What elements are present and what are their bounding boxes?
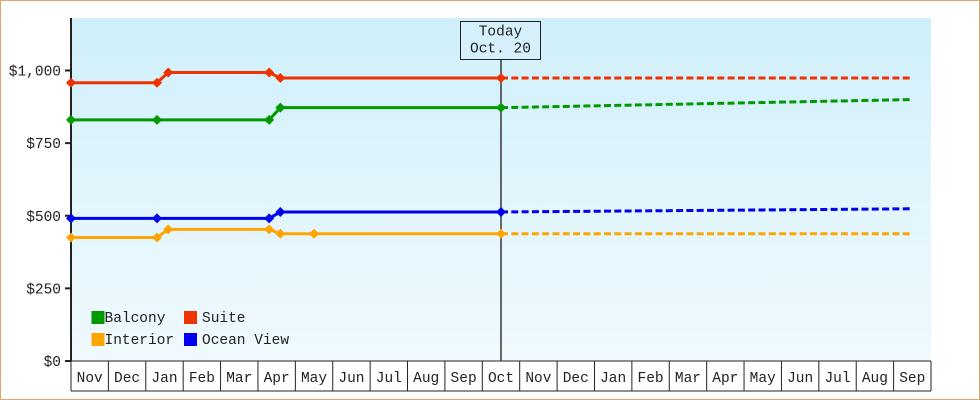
svg-text:Sep: Sep (451, 371, 477, 387)
svg-text:$250: $250 (26, 282, 61, 298)
svg-text:Feb: Feb (189, 371, 215, 387)
svg-text:Jan: Jan (151, 371, 177, 387)
svg-text:Ocean View: Ocean View (202, 333, 289, 349)
svg-text:Jun: Jun (338, 371, 364, 387)
svg-text:May: May (750, 371, 776, 387)
svg-text:Aug: Aug (413, 371, 439, 387)
svg-text:$500: $500 (26, 210, 61, 226)
svg-text:Dec: Dec (563, 371, 589, 387)
svg-text:Oct. 20: Oct. 20 (470, 42, 531, 58)
svg-text:Balcony: Balcony (105, 311, 166, 327)
svg-text:Mar: Mar (226, 371, 252, 387)
svg-text:$1,000: $1,000 (9, 65, 61, 81)
svg-text:Apr: Apr (264, 371, 290, 387)
svg-text:Jan: Jan (600, 371, 626, 387)
svg-text:$0: $0 (44, 355, 61, 371)
svg-text:Nov: Nov (77, 371, 103, 387)
svg-text:Nov: Nov (525, 371, 551, 387)
svg-text:Jun: Jun (787, 371, 813, 387)
svg-text:Interior: Interior (105, 333, 175, 349)
svg-text:Feb: Feb (638, 371, 664, 387)
svg-text:Oct: Oct (488, 371, 514, 387)
svg-text:Suite: Suite (202, 311, 246, 327)
svg-text:Aug: Aug (862, 371, 888, 387)
svg-text:$750: $750 (26, 137, 61, 153)
svg-text:Dec: Dec (114, 371, 140, 387)
svg-text:Sep: Sep (899, 371, 925, 387)
svg-text:May: May (301, 371, 327, 387)
svg-text:Apr: Apr (712, 371, 738, 387)
svg-text:Jul: Jul (376, 371, 402, 387)
svg-text:Jul: Jul (824, 371, 850, 387)
svg-text:Today: Today (479, 25, 523, 41)
svg-text:Mar: Mar (675, 371, 701, 387)
